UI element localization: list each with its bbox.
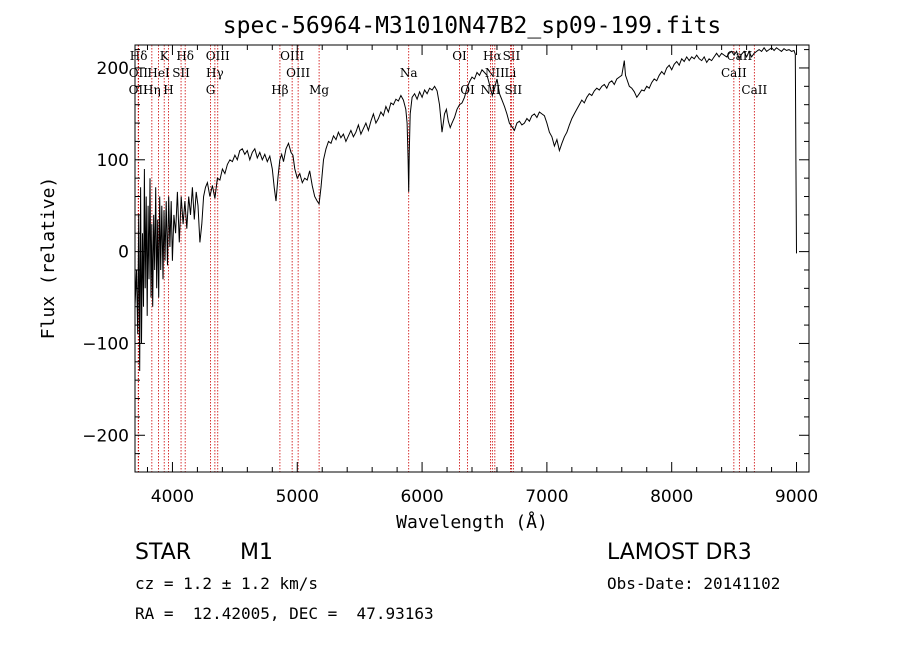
marker-label-22: Hβ [271, 83, 288, 97]
survey-name: LAMOST DR3 [607, 540, 752, 565]
marker-label-16: Li [505, 66, 517, 80]
plot-frame [134, 44, 810, 473]
marker-label-4: OIII [280, 49, 304, 63]
y-tick-label-4: 200 [97, 59, 129, 79]
redshift-velocity: cz = 1.2 ± 1.2 km/s [135, 574, 319, 593]
marker-label-17: CaII [721, 66, 747, 80]
y-tick-label-1: −100 [82, 334, 129, 354]
marker-label-19: Hη [143, 83, 161, 97]
coordinates: RA = 12.42005, DEC = 47.93163 [135, 604, 434, 623]
marker-label-5: OI [452, 49, 467, 63]
x-tick-label-3: 7000 [525, 487, 568, 507]
marker-label-18: OII [129, 83, 149, 97]
marker-label-8: CaII [726, 49, 752, 63]
y-axis-label: Flux (relative) [38, 177, 59, 340]
y-tick-label-2: 0 [118, 243, 129, 263]
flux-series-line [134, 46, 797, 372]
marker-label-6: Hα [483, 49, 502, 63]
y-tick-label-0: −200 [82, 426, 129, 446]
marker-label-1: K [160, 49, 170, 63]
x-tick-label-0: 4000 [151, 487, 194, 507]
axis-ticks: 4000 5000 6000 7000 8000 9000 −200 −100 0 100 200 [82, 45, 818, 507]
marker-label-14: Na [400, 66, 418, 80]
y-tick-label-3: 100 [97, 151, 129, 171]
marker-label-26: SII [504, 83, 522, 97]
marker-label-3: OIII [206, 49, 230, 63]
marker-label-13: OIII [286, 66, 310, 80]
observation-date: Obs-Date: 20141102 [607, 574, 781, 593]
object-subclass: M1 [240, 540, 273, 565]
x-tick-label-5: 9000 [775, 487, 818, 507]
x-tick-label-1: 5000 [276, 487, 319, 507]
x-tick-label-2: 6000 [400, 487, 443, 507]
marker-label-27: CaII [741, 83, 767, 97]
marker-label-23: Mg [309, 83, 329, 97]
marker-label-12: Hγ [206, 66, 224, 80]
chart-title: spec-56964-M31010N47B2_sp09-199.fits [223, 13, 722, 39]
marker-label-7: SII [503, 49, 521, 63]
marker-label-10: HeI [147, 66, 170, 80]
marker-label-20: H [163, 83, 173, 97]
x-tick-label-4: 8000 [650, 487, 693, 507]
x-axis-label: Wavelength (Å) [396, 511, 548, 533]
marker-label-11: SII [172, 66, 190, 80]
marker-label-0: Hδ [130, 49, 148, 63]
marker-label-15: NII [485, 66, 505, 80]
object-class: STAR [135, 540, 192, 565]
marker-label-24: OI [460, 83, 475, 97]
marker-label-2: Hδ [176, 49, 194, 63]
marker-label-21: G [206, 83, 216, 97]
